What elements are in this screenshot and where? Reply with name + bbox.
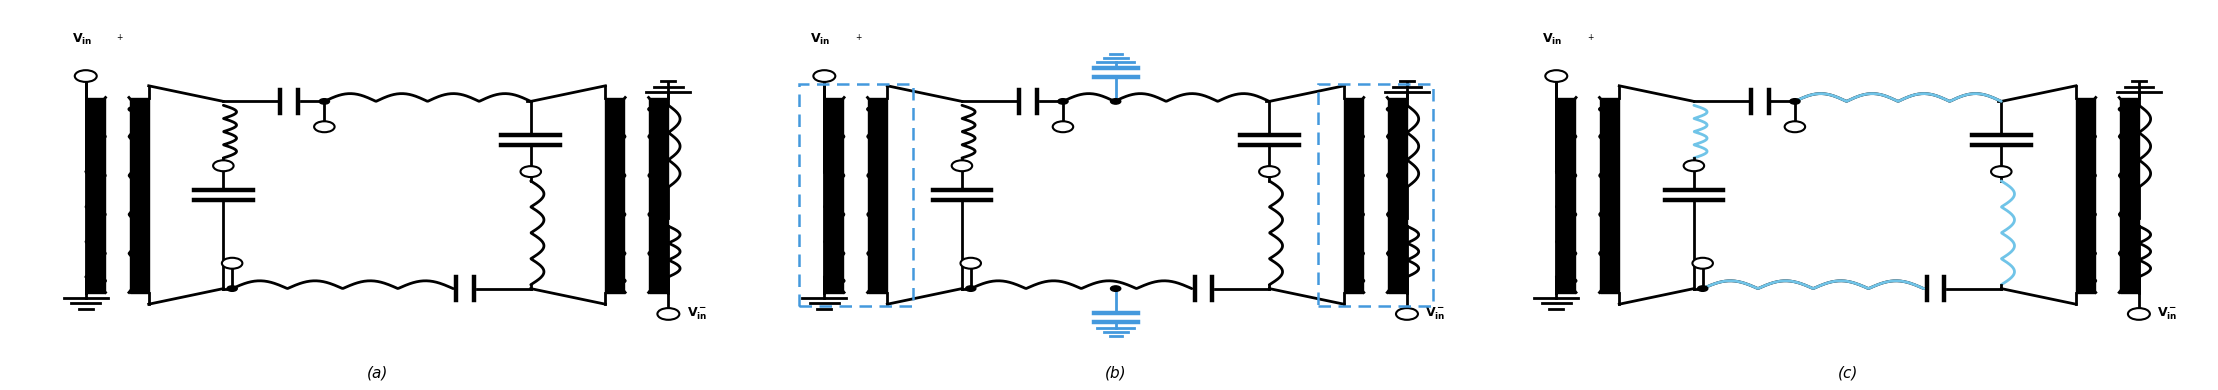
Circle shape	[129, 107, 138, 112]
Circle shape	[319, 99, 330, 104]
Circle shape	[836, 278, 845, 283]
Text: $\mathbf{V_{in}}$: $\mathbf{V_{in}}$	[71, 32, 93, 47]
Text: (a): (a)	[366, 365, 388, 380]
Text: $\mathbf{V_{in}^-}$: $\mathbf{V_{in}^-}$	[1426, 306, 1446, 322]
Text: (c): (c)	[1837, 365, 1859, 380]
Circle shape	[521, 166, 541, 177]
Circle shape	[952, 160, 971, 171]
Circle shape	[1683, 160, 1703, 171]
Circle shape	[1355, 278, 1364, 283]
Circle shape	[1692, 258, 1712, 269]
Circle shape	[1790, 99, 1801, 104]
Circle shape	[2118, 107, 2127, 112]
Bar	[1344, 98, 1364, 292]
Text: $^+$: $^+$	[1586, 33, 1595, 43]
Text: $^+$: $^+$	[854, 33, 863, 43]
Bar	[2120, 98, 2138, 292]
Circle shape	[1111, 286, 1120, 291]
Circle shape	[1568, 278, 1577, 283]
Circle shape	[1054, 121, 1074, 132]
Text: $\mathbf{V_{in}^-}$: $\mathbf{V_{in}^-}$	[2158, 306, 2178, 322]
Circle shape	[226, 286, 237, 291]
Circle shape	[648, 107, 657, 112]
Bar	[606, 98, 625, 292]
Text: $\mathbf{V_{in}^-}$: $\mathbf{V_{in}^-}$	[688, 306, 708, 322]
Bar	[2076, 98, 2096, 292]
Circle shape	[1546, 70, 1568, 82]
Circle shape	[213, 160, 233, 171]
Circle shape	[814, 70, 836, 82]
Text: $\mathbf{V_{in}}$: $\mathbf{V_{in}}$	[1542, 32, 1564, 47]
Circle shape	[2127, 308, 2149, 320]
Circle shape	[1058, 99, 1069, 104]
Bar	[129, 98, 149, 292]
Circle shape	[657, 308, 679, 320]
Circle shape	[98, 278, 106, 283]
Bar	[867, 98, 887, 292]
Circle shape	[75, 70, 98, 82]
Circle shape	[2087, 278, 2096, 283]
Circle shape	[1260, 166, 1280, 177]
Bar	[650, 98, 668, 292]
Circle shape	[960, 258, 980, 269]
Circle shape	[315, 121, 335, 132]
Circle shape	[1395, 308, 1417, 320]
Circle shape	[867, 107, 876, 112]
Bar	[1599, 98, 1619, 292]
Bar	[87, 98, 104, 292]
Circle shape	[222, 258, 242, 269]
Text: (b): (b)	[1105, 365, 1127, 380]
Circle shape	[1111, 99, 1120, 104]
Circle shape	[965, 286, 976, 291]
Bar	[1557, 98, 1575, 292]
Circle shape	[1785, 121, 1805, 132]
Circle shape	[1386, 107, 1395, 112]
Bar	[1388, 98, 1406, 292]
Circle shape	[1599, 107, 1608, 112]
Bar	[825, 98, 843, 292]
Text: $^+$: $^+$	[115, 33, 124, 43]
Circle shape	[1992, 166, 2012, 177]
Circle shape	[617, 278, 625, 283]
Circle shape	[1697, 286, 1708, 291]
Text: $\mathbf{V_{in}}$: $\mathbf{V_{in}}$	[810, 32, 832, 47]
